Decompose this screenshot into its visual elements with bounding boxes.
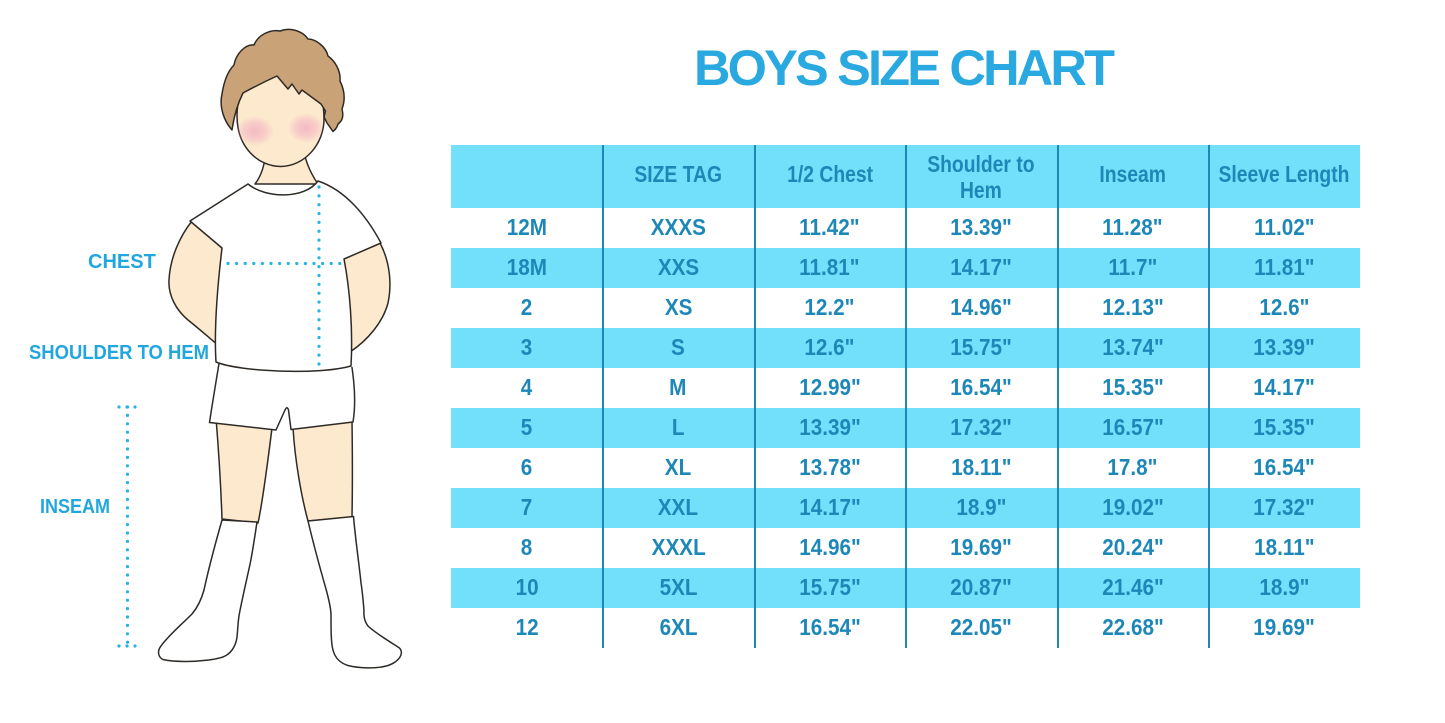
svg-text:SHOULDER TO HEM: SHOULDER TO HEM <box>29 342 209 364</box>
svg-text:INSEAM: INSEAM <box>40 496 110 518</box>
svg-text:CHEST: CHEST <box>88 251 156 273</box>
